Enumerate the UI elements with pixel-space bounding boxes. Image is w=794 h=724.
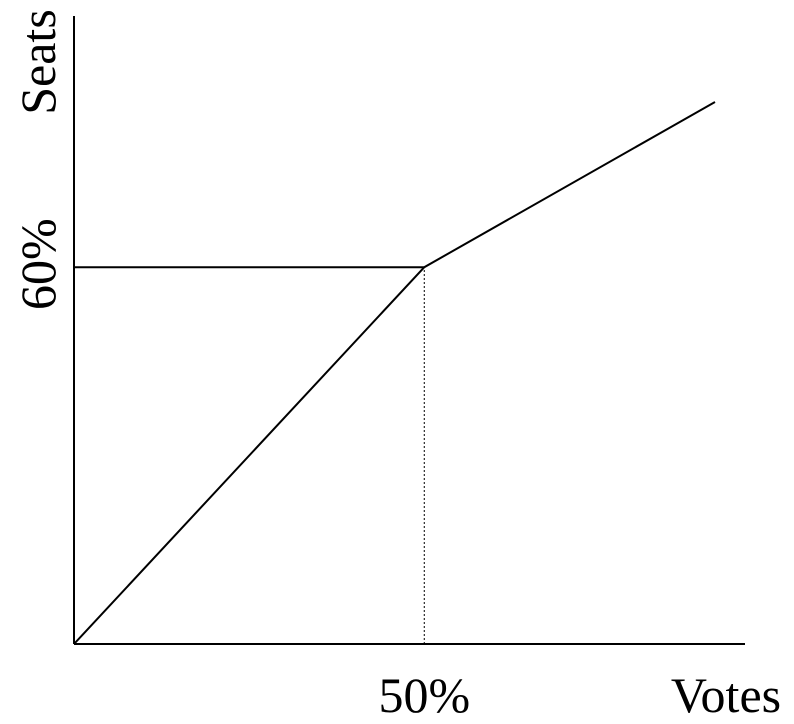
y-tick-label: 60%: [10, 218, 66, 310]
series-line: [73, 101, 716, 645]
x-tick-label: 50%: [378, 667, 470, 723]
x-axis-label: Votes: [671, 667, 781, 723]
y-axis-label: Seats: [10, 9, 66, 115]
